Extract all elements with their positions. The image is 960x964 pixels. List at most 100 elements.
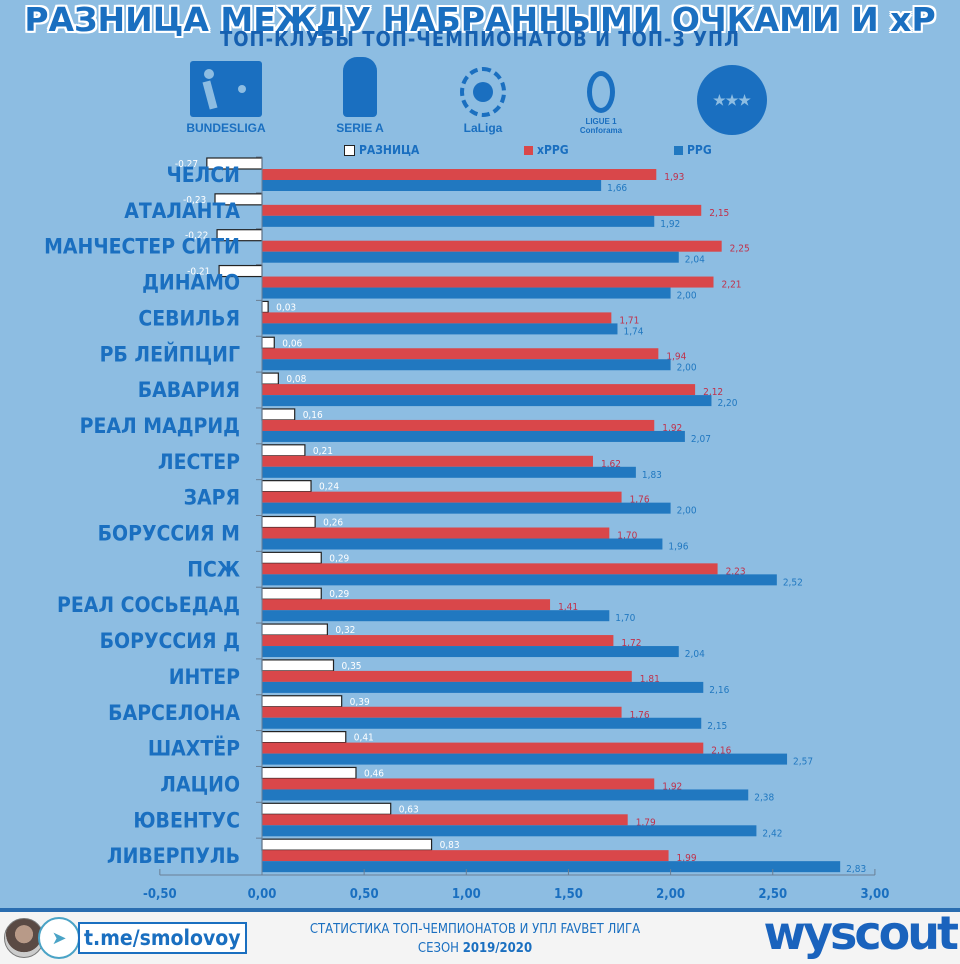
bar-diff <box>261 766 357 780</box>
bar-xppg <box>262 169 657 180</box>
bar-xppg <box>262 204 702 216</box>
team-label: ЛАЦИО <box>160 772 240 796</box>
label-ppg: 2,57 <box>793 757 813 768</box>
laliga-label: LaLiga <box>463 121 503 135</box>
team-label: ШАХТЁР <box>148 736 240 761</box>
bar-ppg <box>262 717 702 729</box>
legend-item-xppg: xPPG <box>524 143 569 157</box>
bar-diff <box>261 444 306 457</box>
bar-ppg <box>262 287 671 299</box>
bar-xppg <box>262 850 669 862</box>
bar-ppg <box>262 466 636 478</box>
label-ppg: 2,04 <box>685 649 705 660</box>
footer: ➤ t.me/smolovoy СТАТИСТИКА ТОП-ЧЕМПИОНАТ… <box>0 906 960 964</box>
label-xppg: 1,62 <box>601 459 621 470</box>
bar-diff <box>261 480 312 493</box>
bar-xppg <box>262 742 704 754</box>
label-ppg: 2,04 <box>685 255 705 266</box>
label-xppg: 1,79 <box>636 817 656 828</box>
label-ppg: 1,96 <box>668 542 688 553</box>
author-avatar <box>4 918 44 958</box>
serie-a-label: SERIE A <box>336 121 384 135</box>
label-ppg: 1,74 <box>623 326 643 337</box>
team-label: РЕАЛ СОСЬЕДАД <box>57 593 240 617</box>
bar-xppg <box>262 419 655 431</box>
bar-xppg <box>262 276 714 288</box>
bar-xppg <box>262 599 551 611</box>
label-ppg: 2,07 <box>691 434 711 445</box>
label-ppg: 2,20 <box>717 398 737 409</box>
footer-caption: СТАТИСТИКА ТОП-ЧЕМПИОНАТОВ И УПЛ FAVBET … <box>270 920 680 958</box>
footer-line2: СЕЗОН 2019/2020 <box>270 939 680 958</box>
bar-xppg <box>262 384 696 396</box>
bundesliga-label: BUNDESLIGA <box>186 121 266 135</box>
label-ppg: 2,38 <box>754 792 774 803</box>
footer-season-prefix: СЕЗОН <box>417 941 459 956</box>
label-xppg: 1,81 <box>640 674 660 685</box>
label-ppg: 2,52 <box>783 577 803 588</box>
label-xppg: 1,76 <box>630 710 650 721</box>
bar-ppg <box>262 502 671 514</box>
label-diff: 0,16 <box>303 410 323 421</box>
laliga-logo: LaLiga <box>448 50 518 135</box>
team-label: СЕВИЛЬЯ <box>138 306 240 330</box>
x-tick-label: 3,00 <box>860 887 889 902</box>
bar-diff <box>261 372 279 385</box>
label-xppg: 2,12 <box>703 387 723 398</box>
favbet-stars-icon: ★★★ <box>697 65 767 135</box>
label-xppg: 1,99 <box>677 853 697 864</box>
label-xppg: 2,16 <box>711 746 731 757</box>
bar-diff <box>261 730 347 744</box>
team-label: ЧЕЛСИ <box>166 163 240 187</box>
label-diff: 0,06 <box>282 338 302 349</box>
bar-xppg <box>262 348 659 360</box>
label-diff: -0,23 <box>183 195 206 206</box>
bar-ppg <box>262 180 602 191</box>
bar-ppg <box>262 681 704 693</box>
bar-ppg <box>262 789 749 801</box>
bar-diff <box>261 515 316 529</box>
bar-xppg <box>262 814 628 826</box>
label-ppg: 2,00 <box>677 362 697 373</box>
chart-legend: РАЗНИЦА xPPG PPG <box>340 143 940 161</box>
legend-swatch-ppg <box>674 145 683 155</box>
label-ppg: 1,66 <box>607 183 627 194</box>
label-diff: 0,29 <box>329 553 349 564</box>
team-label: ДИНАМО <box>142 271 240 295</box>
x-tick-label: 1,00 <box>452 887 481 902</box>
bar-chart: -0,27 1,93 1,66 ЧЕЛСИ -0,23 2,15 1,92 АТАЛАНТА -… <box>44 156 889 902</box>
bar-ppg <box>262 538 663 550</box>
legend-swatch-xppg <box>524 145 533 155</box>
team-label: РБ ЛЕЙПЦИГ <box>100 341 240 366</box>
telegram-link[interactable]: t.me/smolovoy <box>78 922 247 954</box>
bar-ppg <box>262 430 685 442</box>
bar-diff <box>261 300 269 313</box>
bar-ppg <box>262 825 757 837</box>
bar-ppg <box>262 215 655 227</box>
chart-title: РАЗНИЦА МЕЖДУ НАБРАННЫМИ ОЧКАМИ И xP <box>24 0 936 39</box>
telegram-icon[interactable]: ➤ <box>38 917 80 959</box>
legend-label-diff: РАЗНИЦА <box>359 143 420 157</box>
bar-xppg <box>262 706 622 718</box>
bar-diff <box>261 551 322 564</box>
team-label: МАНЧЕСТЕР СИТИ <box>44 235 240 259</box>
label-xppg: 1,41 <box>558 602 578 613</box>
wyscout-logo: wyscout <box>763 906 959 960</box>
bar-xppg <box>262 491 622 503</box>
label-diff: 0,41 <box>354 733 374 744</box>
x-tick-label: 2,00 <box>656 887 685 902</box>
team-label: ПСЖ <box>187 557 240 581</box>
bar-diff <box>261 659 335 672</box>
team-label: ЮВЕНТУС <box>133 808 240 832</box>
bar-diff <box>261 695 343 708</box>
label-diff: 0,21 <box>313 446 333 457</box>
x-tick-label: 0,00 <box>248 887 277 902</box>
team-label: ЛЕСТЕР <box>158 450 240 474</box>
bar-xppg <box>262 563 718 575</box>
footer-season: 2019/2020 <box>462 941 533 956</box>
legend-label-xppg: xPPG <box>537 143 569 157</box>
legend-label-ppg: PPG <box>687 143 712 157</box>
bar-ppg <box>262 574 777 586</box>
serie-a-icon <box>343 57 377 117</box>
x-tick-label: 2,50 <box>758 887 787 902</box>
